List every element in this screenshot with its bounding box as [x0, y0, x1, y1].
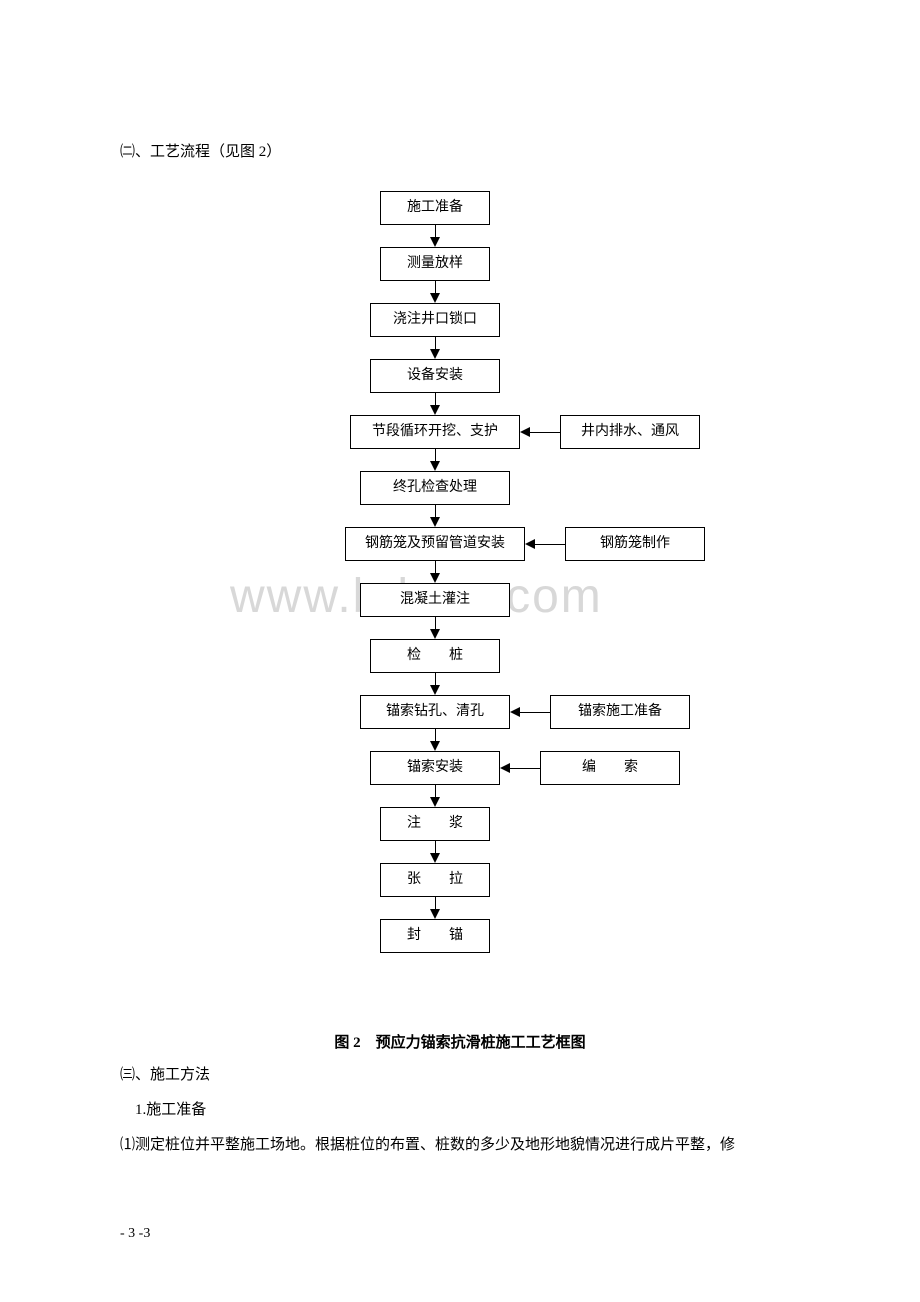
flow-node-n6: 终孔检查处理: [360, 471, 510, 505]
flow-node-n8: 混凝土灌注: [360, 583, 510, 617]
flow-side-node-s4: 编 索: [540, 751, 680, 785]
arrow-down-icon: [430, 461, 440, 471]
flow-node-n2: 测量放样: [380, 247, 490, 281]
flow-node-n5: 节段循环开挖、支护: [350, 415, 520, 449]
arrow-down-icon: [430, 237, 440, 247]
arrow-down-icon: [430, 349, 440, 359]
flow-side-node-s2: 钢筋笼制作: [565, 527, 705, 561]
arrow-left-icon: [525, 539, 535, 549]
figure-caption: 图 2 预应力锚索抗滑桩施工工艺框图: [120, 1031, 800, 1052]
flow-node-n4: 设备安装: [370, 359, 500, 393]
arrow-down-icon: [430, 629, 440, 639]
flow-node-n11: 锚索安装: [370, 751, 500, 785]
flow-node-n1: 施工准备: [380, 191, 490, 225]
arrow-down-icon: [430, 405, 440, 415]
flow-node-n7: 钢筋笼及预留管道安装: [345, 527, 525, 561]
arrow-down-icon: [430, 741, 440, 751]
section-title: ㈡、工艺流程（见图 2）: [120, 140, 800, 161]
flow-node-n3: 浇注井口锁口: [370, 303, 500, 337]
body-line-2: 1.施工准备: [120, 1097, 800, 1124]
arrow-down-icon: [430, 909, 440, 919]
flow-node-n10: 锚索钻孔、清孔: [360, 695, 510, 729]
arrow-down-icon: [430, 517, 440, 527]
arrow-left-icon: [520, 427, 530, 437]
flowchart-container: 施工准备测量放样浇注井口锁口设备安装节段循环开挖、支护终孔检查处理钢筋笼及预留管…: [190, 191, 730, 1011]
flow-node-n12: 注 浆: [380, 807, 490, 841]
flow-node-n14: 封 锚: [380, 919, 490, 953]
arrow-down-icon: [430, 797, 440, 807]
flow-node-n9: 检 桩: [370, 639, 500, 673]
arrow-down-icon: [430, 853, 440, 863]
flow-side-node-s3: 锚索施工准备: [550, 695, 690, 729]
body-line-1: ㈢、施工方法: [120, 1062, 800, 1089]
arrow-left-icon: [510, 707, 520, 717]
page-number: - 3 -3: [120, 1226, 150, 1242]
arrow-left-icon: [500, 763, 510, 773]
arrow-down-icon: [430, 293, 440, 303]
arrow-down-icon: [430, 573, 440, 583]
flow-node-n13: 张 拉: [380, 863, 490, 897]
arrow-down-icon: [430, 685, 440, 695]
flow-side-node-s1: 井内排水、通风: [560, 415, 700, 449]
body-line-3: ⑴测定桩位并平整施工场地。根据桩位的布置、桩数的多少及地形地貌情况进行成片平整，…: [120, 1132, 800, 1159]
